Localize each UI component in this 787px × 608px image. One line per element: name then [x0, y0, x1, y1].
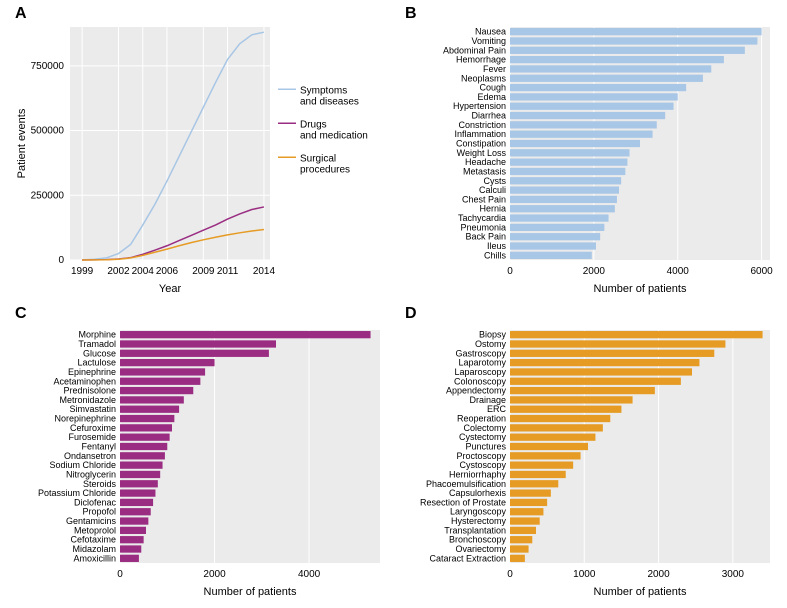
- panel-a-chart: 0250000500000750000199920022004200620092…: [10, 5, 390, 300]
- panel-b-chart: 0200040006000NauseaVomitingAbdominal Pai…: [400, 5, 780, 300]
- svg-text:2006: 2006: [156, 266, 179, 277]
- svg-text:Surgical: Surgical: [300, 153, 336, 164]
- svg-text:2002: 2002: [107, 266, 130, 277]
- svg-text:2009: 2009: [192, 266, 215, 277]
- svg-text:750000: 750000: [31, 61, 65, 72]
- svg-text:Year: Year: [159, 283, 182, 295]
- svg-text:0: 0: [507, 266, 513, 277]
- svg-text:3000: 3000: [722, 569, 745, 580]
- svg-text:Drugs: Drugs: [300, 119, 327, 130]
- svg-text:2000: 2000: [583, 266, 606, 277]
- svg-text:500000: 500000: [31, 126, 65, 137]
- svg-text:Chills: Chills: [484, 250, 507, 260]
- svg-text:1999: 1999: [71, 266, 94, 277]
- svg-text:Symptoms: Symptoms: [300, 85, 347, 96]
- svg-text:Amoxicillin: Amoxicillin: [73, 553, 116, 563]
- svg-text:2011: 2011: [217, 266, 239, 277]
- svg-text:and diseases: and diseases: [300, 96, 359, 107]
- svg-text:2004: 2004: [132, 266, 155, 277]
- svg-text:2000: 2000: [647, 569, 670, 580]
- svg-text:2000: 2000: [203, 569, 226, 580]
- svg-text:Patient events: Patient events: [16, 108, 28, 178]
- svg-text:4000: 4000: [667, 266, 690, 277]
- figure: A 02500005000007500001999200220042006200…: [0, 0, 787, 608]
- svg-text:Number of patients: Number of patients: [594, 283, 687, 295]
- svg-text:0: 0: [117, 569, 123, 580]
- svg-text:Number of patients: Number of patients: [594, 586, 687, 598]
- svg-text:4000: 4000: [298, 569, 321, 580]
- svg-text:2014: 2014: [253, 266, 276, 277]
- panel-d-chart: 0100020003000BiopsyOstomyGastroscopyLapa…: [400, 308, 780, 603]
- svg-text:procedures: procedures: [300, 164, 350, 175]
- panel-c-chart: 020004000MorphineTramadolGlucoseLactulos…: [10, 308, 390, 603]
- svg-text:1000: 1000: [573, 569, 596, 580]
- svg-text:0: 0: [58, 255, 64, 266]
- svg-text:0: 0: [507, 569, 513, 580]
- svg-text:Number of patients: Number of patients: [204, 586, 297, 598]
- svg-text:and medication: and medication: [300, 130, 368, 141]
- svg-text:Cataract Extraction: Cataract Extraction: [429, 553, 506, 563]
- svg-text:6000: 6000: [750, 266, 773, 277]
- svg-text:250000: 250000: [31, 190, 65, 201]
